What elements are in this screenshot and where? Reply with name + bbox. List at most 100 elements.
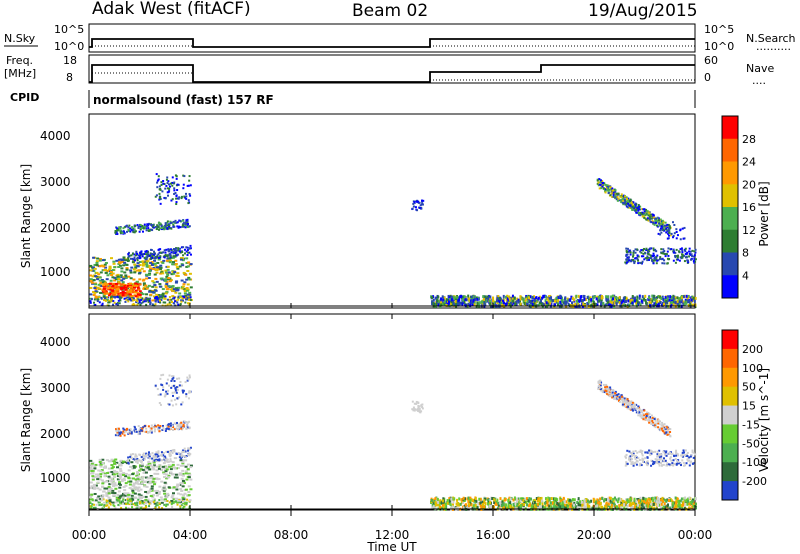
echo-mark bbox=[162, 451, 165, 454]
echo-mark bbox=[170, 496, 174, 499]
echo-mark bbox=[154, 428, 157, 431]
echo-mark bbox=[464, 297, 467, 301]
echo-mark bbox=[105, 480, 109, 483]
echo-mark bbox=[176, 501, 180, 504]
echo-mark bbox=[123, 428, 126, 431]
echo-mark bbox=[536, 298, 539, 302]
echo-mark bbox=[150, 487, 154, 490]
echo-mark bbox=[159, 301, 162, 304]
echo-mark bbox=[123, 226, 126, 229]
echo-mark bbox=[95, 503, 98, 506]
echo-mark bbox=[117, 265, 121, 268]
echo-mark bbox=[684, 250, 687, 253]
echo-mark bbox=[455, 295, 458, 299]
echo-mark bbox=[179, 464, 183, 467]
echo-mark bbox=[153, 259, 157, 262]
echo-mark bbox=[566, 297, 569, 301]
echo-mark bbox=[91, 461, 95, 464]
echo-mark bbox=[110, 286, 114, 289]
echo-mark bbox=[163, 498, 166, 501]
echo-mark bbox=[144, 490, 148, 493]
echo-mark bbox=[148, 464, 152, 467]
echo-mark bbox=[507, 504, 510, 508]
echo-mark bbox=[156, 460, 160, 463]
echo-mark bbox=[143, 455, 146, 458]
echo-mark bbox=[144, 226, 147, 229]
echo-mark bbox=[684, 499, 687, 503]
echo-mark bbox=[108, 487, 112, 490]
echo-mark bbox=[166, 303, 169, 306]
echo-mark bbox=[155, 296, 158, 299]
echo-mark bbox=[148, 502, 151, 505]
echo-mark bbox=[548, 297, 551, 301]
echo-mark bbox=[111, 276, 115, 279]
echo-mark bbox=[632, 260, 635, 263]
echo-mark bbox=[182, 482, 186, 485]
echo-mark bbox=[542, 295, 545, 299]
echo-mark bbox=[656, 300, 659, 304]
echo-mark bbox=[165, 498, 168, 501]
echo-mark bbox=[182, 389, 185, 392]
echo-mark bbox=[166, 224, 169, 227]
echo-mark bbox=[181, 257, 185, 260]
echo-mark bbox=[411, 408, 414, 411]
echo-mark bbox=[155, 469, 159, 472]
echo-mark bbox=[679, 229, 682, 232]
echo-mark bbox=[119, 292, 123, 295]
echo-mark bbox=[184, 470, 188, 473]
echo-mark bbox=[128, 296, 132, 299]
echo-mark bbox=[155, 465, 159, 468]
echo-mark bbox=[94, 499, 98, 502]
echo-mark bbox=[634, 504, 637, 508]
echo-mark bbox=[567, 501, 570, 505]
echo-mark bbox=[151, 285, 155, 288]
echo-mark bbox=[170, 473, 174, 476]
echo-mark bbox=[492, 296, 495, 300]
echo-mark bbox=[177, 247, 180, 250]
echo-mark bbox=[94, 283, 98, 286]
echo-mark bbox=[162, 373, 165, 376]
echo-mark bbox=[119, 470, 123, 473]
echo-mark bbox=[627, 199, 630, 202]
echo-mark bbox=[599, 181, 602, 184]
echo-mark bbox=[96, 298, 100, 301]
echo-mark bbox=[418, 407, 421, 410]
echo-mark bbox=[586, 302, 589, 306]
echo-mark bbox=[418, 408, 421, 411]
echo-mark bbox=[114, 484, 118, 487]
echo-mark bbox=[140, 429, 143, 432]
echo-mark bbox=[463, 295, 466, 299]
echo-mark bbox=[559, 502, 562, 506]
echo-mark bbox=[653, 254, 656, 257]
echo-mark bbox=[686, 251, 689, 254]
echo-mark bbox=[169, 255, 172, 258]
echo-mark bbox=[412, 202, 415, 205]
echo-mark bbox=[96, 286, 100, 289]
echo-mark bbox=[643, 258, 646, 261]
echo-mark bbox=[107, 460, 111, 463]
echo-mark bbox=[179, 499, 182, 502]
echo-mark bbox=[188, 291, 192, 294]
echo-mark bbox=[638, 205, 641, 208]
echo-mark bbox=[531, 296, 534, 300]
echo-mark bbox=[681, 227, 684, 230]
echo-mark bbox=[525, 500, 528, 504]
echo-mark bbox=[134, 282, 138, 285]
echo-mark bbox=[94, 475, 98, 478]
echo-mark bbox=[140, 253, 143, 256]
echo-mark bbox=[101, 269, 105, 272]
echo-mark bbox=[158, 430, 161, 433]
echo-mark bbox=[172, 375, 175, 378]
echo-mark bbox=[663, 250, 666, 253]
echo-mark bbox=[688, 506, 691, 510]
nsearch-tick-top: 10^5 bbox=[704, 23, 734, 36]
echo-mark bbox=[634, 248, 637, 251]
echo-mark bbox=[635, 211, 638, 214]
echo-mark bbox=[100, 503, 103, 506]
echo-mark bbox=[596, 504, 599, 508]
echo-mark bbox=[174, 259, 178, 262]
echo-mark bbox=[104, 291, 108, 294]
echo-mark bbox=[694, 260, 697, 263]
echo-mark bbox=[662, 252, 665, 255]
echo-mark bbox=[589, 296, 592, 300]
